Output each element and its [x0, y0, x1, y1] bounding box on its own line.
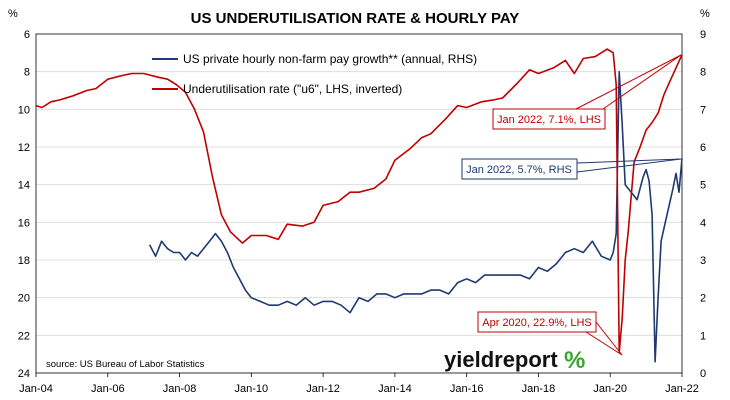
right-tick-label: 6: [700, 142, 706, 154]
left-tick-label: 16: [18, 217, 30, 229]
legend-label-pay: US private hourly non-farm pay growth** …: [183, 52, 477, 66]
annotations: Jan 2022, 7.1%, LHS Jan 2022, 5.7%, RHS …: [461, 54, 682, 356]
legend-label-underutil: Underutilisation rate ("u6", LHS, invert…: [183, 82, 402, 96]
leader-jan2022-rhs-b: [576, 158, 682, 173]
left-tick-label: 20: [18, 293, 30, 305]
right-tick-label: 5: [700, 180, 706, 192]
right-tick-label: 8: [700, 67, 706, 79]
right-axis-unit: %: [700, 8, 710, 20]
right-tick-label: 7: [700, 104, 706, 116]
leader-jan2022-lhs-a: [575, 54, 682, 110]
annotation-apr2020: Apr 2020, 22.9%, LHS: [482, 317, 591, 329]
plot-frame: [35, 33, 683, 374]
x-tick-label: Jan-10: [235, 383, 269, 395]
right-tick-label: 4: [700, 217, 706, 229]
right-tick-label: 9: [700, 29, 706, 41]
left-axis-unit: %: [8, 8, 18, 20]
leader-apr2020-a: [595, 321, 623, 356]
leader-jan2022-rhs-a: [576, 158, 682, 164]
x-tick-label: Jan-22: [665, 383, 699, 395]
brand-logo: yieldreport %: [444, 347, 585, 374]
x-axis-ticks: Jan-04 Jan-06 Jan-08 Jan-10 Jan-12 Jan-14 Jan-…: [19, 373, 699, 395]
legend: US private hourly non-farm pay growth** …: [152, 52, 477, 96]
left-tick-label: 8: [24, 67, 30, 79]
left-tick-label: 22: [18, 330, 30, 342]
right-tick-label: 3: [700, 255, 706, 267]
annotation-box-jan2022-rhs: [461, 158, 578, 180]
left-tick-label: 18: [18, 255, 30, 267]
left-tick-label: 14: [18, 180, 30, 192]
series-layer: [35, 48, 683, 363]
annotation-box-jan2022-lhs: [492, 108, 606, 130]
x-tick-label: Jan-08: [163, 383, 197, 395]
right-tick-label: 1: [700, 330, 706, 342]
right-tick-label: 0: [700, 368, 706, 380]
annotation-jan2022-rhs: Jan 2022, 5.7%, RHS: [466, 164, 572, 176]
leader-jan2022-lhs-b: [602, 54, 682, 110]
leader-apr2020-b: [585, 331, 623, 356]
left-tick-label: 10: [18, 104, 30, 116]
gridlines: [36, 71, 682, 336]
left-tick-label: 6: [24, 29, 30, 41]
source-note: source: US Bureau of Labor Statistics: [46, 359, 205, 370]
x-tick-label: Jan-04: [19, 383, 53, 395]
series-line-pay-growth: [148, 70, 683, 363]
brand-percent-icon: %: [564, 347, 585, 374]
chart-title: US UNDERUTILISATION RATE & HOURLY PAY: [191, 10, 520, 27]
right-tick-label: 2: [700, 293, 706, 305]
x-tick-label: Jan-20: [593, 383, 627, 395]
x-tick-label: Jan-14: [378, 383, 412, 395]
x-tick-label: Jan-12: [306, 383, 340, 395]
x-tick-label: Jan-18: [522, 383, 556, 395]
left-tick-label: 24: [18, 368, 30, 380]
x-tick-label: Jan-16: [450, 383, 484, 395]
series-line-underutilisation: [35, 48, 683, 354]
x-tick-label: Jan-06: [91, 383, 125, 395]
annotation-jan2022-lhs: Jan 2022, 7.1%, LHS: [497, 114, 601, 126]
left-axis-ticks: 6 8 10 12 14 16 18 20 22 24: [18, 29, 30, 380]
brand-name: yieldreport: [444, 347, 558, 372]
left-tick-label: 12: [18, 142, 30, 154]
right-axis-ticks: 0 1 2 3 4 5 6 7 8 9: [700, 29, 706, 380]
